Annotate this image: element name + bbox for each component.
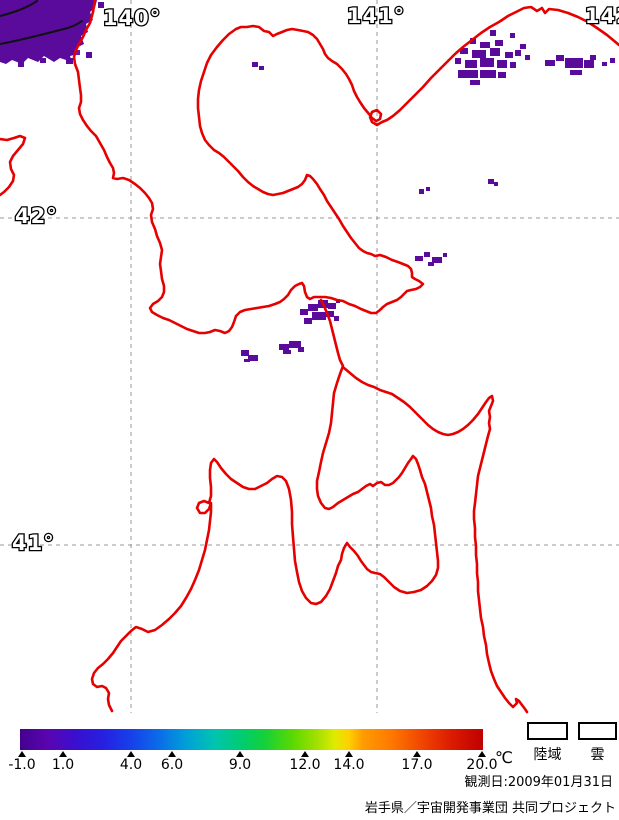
coastline-okushiri-island [0,134,27,197]
longitude-label-141: 141° [347,4,405,28]
tick-label: -1.0 [8,757,36,773]
coastline-hokkaido [72,0,619,335]
latitude-label-41: 41° [12,531,55,555]
temperature-contour-line [0,20,83,45]
tick-label: 14.0 [333,757,365,773]
cold-water-patch-uchiura-bay [455,30,615,85]
tick-marker [301,751,309,757]
cold-water-patch-small-dots [252,62,498,266]
tick-label: 9.0 [228,757,252,773]
latitude-label-42: 42° [15,204,58,228]
observation-date: 観測日:2009年01月31日 [464,775,613,790]
tick-marker [18,751,26,757]
tick-marker [413,751,421,757]
cold-water-patch-northwest [0,0,104,67]
tick-marker [345,751,353,757]
tick-marker [127,751,135,757]
tick-label: 17.0 [401,757,433,773]
tick-label: 4.0 [119,757,143,773]
tick-marker [59,751,67,757]
tick-marker [236,751,244,757]
graticule [0,0,619,713]
legend-swatch-cloud [578,722,617,740]
tick-marker [478,751,486,757]
tick-marker [168,751,176,757]
credit-text: 岩手県／宇宙開発事業団 共同プロジェクト [364,801,616,816]
temperature-colorbar [20,729,483,750]
tick-label: 6.0 [160,757,184,773]
coastline-honshu-mutsu-bay [90,298,440,713]
sea-surface-temperature-map: 140° 141° 142° 42° 41° [0,0,619,714]
coastline-shimokita-pacific [342,366,529,714]
temperature-unit-label: ℃ [495,748,513,767]
legend-label-land: 陸域 [533,747,562,763]
tick-label: 20.0 [466,757,498,773]
longitude-label-142: 142° [585,4,619,28]
longitude-label-140: 140° [103,6,161,30]
legend-label-cloud: 雲 [590,747,605,763]
cold-water-patch-tsugaru-strait [241,299,340,362]
temperature-contour-line [0,0,38,17]
legend-swatch-land [527,722,568,740]
tick-label: 12.0 [289,757,321,773]
tick-label: 1.0 [51,757,75,773]
